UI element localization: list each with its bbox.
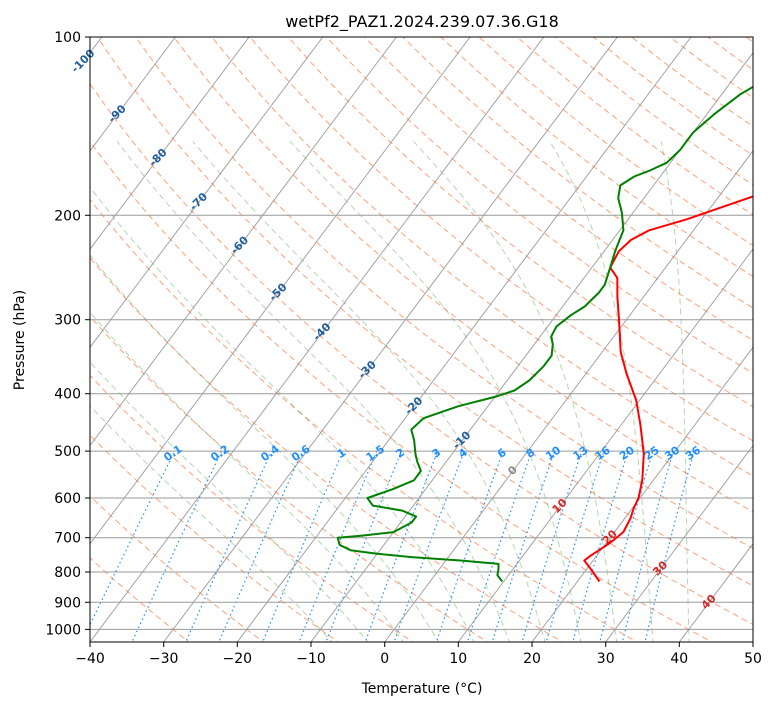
moist-adiabat: [660, 141, 690, 642]
y-axis-label: Pressure (hPa): [12, 290, 28, 390]
mixing-ratio-line: [218, 450, 303, 642]
x-axis-label: Temperature (°C): [361, 681, 483, 697]
mixing-ratio-line: [572, 450, 629, 642]
moist-adiabat: [90, 254, 440, 642]
chart-title: wetPf2_PAZ1.2024.239.07.36.G18: [285, 12, 559, 32]
y-tick-label: 800: [54, 565, 81, 581]
moist-adiabat: [192, 140, 546, 642]
y-tick-label: 700: [54, 531, 81, 547]
mixing-ratio-line: [131, 450, 223, 642]
mixing-ratio-line: [521, 450, 583, 642]
moist-adiabat: [90, 186, 475, 642]
x-tick-label: −40: [75, 651, 105, 667]
isotherm-line: [531, 346, 753, 642]
mixing-ratio-line: [435, 450, 504, 642]
y-tick-label: 300: [54, 313, 81, 329]
dry-adiabat: [135, 37, 753, 550]
moist-adiabat: [90, 361, 369, 642]
y-tick-label: 600: [54, 491, 81, 507]
moist-adiabat: [90, 311, 404, 642]
isotherm-line: [90, 37, 176, 152]
x-tick-label: 50: [744, 651, 762, 667]
isotherm-line: [605, 444, 753, 642]
dry-adiabat: [325, 37, 753, 374]
moist-adiabat: [90, 405, 333, 642]
dry-adiabat: [90, 83, 753, 625]
moist-adiabat: [413, 140, 618, 642]
x-tick-label: −20: [223, 651, 253, 667]
isotherm-line: [90, 37, 397, 447]
background-lines: [90, 37, 753, 642]
mixing-ratio-line: [621, 450, 674, 642]
y-tick-label: 900: [54, 595, 81, 611]
y-tick-label: 400: [54, 387, 81, 403]
x-axis: −40 −30 −20 −10 0 10 20 30 40 50: [75, 642, 762, 667]
mixing-ratio-line: [599, 450, 654, 642]
isotherm-line: [457, 248, 753, 642]
temperature-line: [583, 195, 753, 583]
isotherm-line: [384, 150, 753, 642]
isotherm-line: [90, 37, 471, 545]
mixing-ratio-line: [545, 450, 605, 642]
dry-adiabat: [96, 37, 753, 587]
isotherm-line: [90, 37, 324, 349]
x-tick-label: 10: [449, 651, 467, 667]
moist-adiabat: [549, 141, 654, 642]
dry-adiabat: [364, 37, 753, 341]
dry-adiabat: [287, 37, 753, 408]
x-tick-label: 0: [380, 651, 389, 667]
x-tick-label: −10: [296, 651, 326, 667]
y-tick-label: 1000: [45, 622, 81, 638]
moist-adiabat: [289, 140, 582, 642]
y-tick-label: 200: [54, 208, 81, 224]
plot-frame: [89, 36, 754, 643]
isotherm-line: [236, 37, 692, 642]
profiles: [336, 85, 753, 583]
y-tick-label: 500: [54, 444, 81, 460]
dry-adiabat: [173, 37, 753, 513]
x-tick-label: −30: [149, 651, 179, 667]
mixing-ratio-labels: 0.1 0.2 0.4 0.6 1 1.5 2 3 4 6 8 10 13 16 20 25 30 36: [161, 442, 703, 464]
x-tick-label: 20: [523, 651, 541, 667]
dewpoint-line: [336, 85, 753, 583]
moist-adiabat: [116, 140, 510, 642]
isotherm-line: [90, 37, 250, 250]
isotherm-line: [163, 37, 618, 642]
x-tick-label: 40: [670, 651, 688, 667]
mixing-ratio-line: [393, 450, 465, 642]
y-axis: 100 200 300 400 500 600 700 800 900 1000: [45, 30, 90, 638]
mixing-ratio-line: [644, 450, 695, 642]
isotherm-line: [90, 37, 545, 642]
x-tick-label: 30: [597, 651, 615, 667]
y-tick-label: 100: [54, 30, 81, 46]
mixing-ratio-line: [185, 450, 273, 642]
